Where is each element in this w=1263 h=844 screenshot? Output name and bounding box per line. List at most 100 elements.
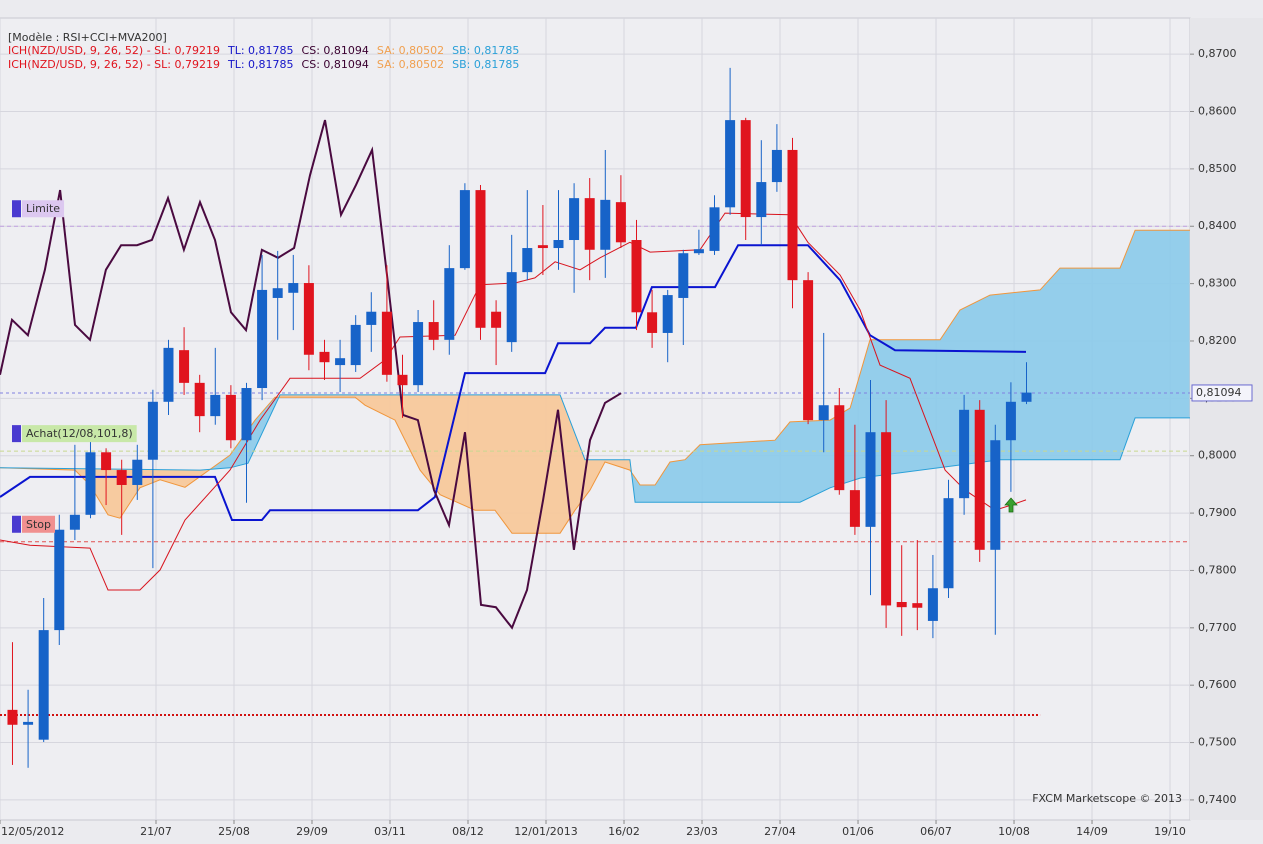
value-axis-panel — [1190, 18, 1263, 820]
y-tick-label: 0,7900 — [1198, 506, 1237, 519]
candle-body — [912, 603, 923, 608]
x-tick-label: 12/01/2013 — [514, 825, 577, 838]
candle-body — [101, 452, 112, 471]
candle-body — [225, 394, 236, 441]
legend-item: ICH(NZD/USD, 9, 26, 52) - — [8, 58, 154, 71]
candle-body — [896, 602, 907, 608]
candle-body — [849, 490, 860, 527]
candle-body — [881, 432, 892, 606]
legend-item: TL: 0,81785 — [227, 44, 294, 57]
y-tick-label: 0,7500 — [1198, 736, 1237, 749]
candle-body — [631, 240, 642, 313]
candle-body — [147, 401, 158, 460]
candle-body — [491, 311, 502, 328]
legend-item: CS: 0,81094 — [302, 44, 369, 57]
candle-body — [319, 351, 330, 363]
x-tick-label: 14/09 — [1076, 825, 1108, 838]
candle-body — [288, 283, 299, 293]
candle-body — [38, 630, 49, 740]
candle-body — [927, 588, 938, 621]
indicator-line — [0, 119, 622, 630]
level-handle — [12, 425, 21, 443]
candle-body — [69, 514, 80, 530]
y-tick-label: 0,7600 — [1198, 678, 1237, 691]
y-tick-label: 0,8200 — [1198, 334, 1237, 347]
x-tick-label: 01/06 — [842, 825, 874, 838]
candle-body — [522, 248, 533, 273]
y-tick-label: 0,8500 — [1198, 162, 1237, 175]
chart-title: [Modèle : RSI+CCI+MVA200] — [8, 31, 167, 44]
candle-body — [397, 374, 408, 386]
price-box — [1191, 384, 1253, 402]
legend-item: SL: 0,79219 — [154, 58, 220, 71]
candle-body — [85, 452, 96, 515]
candle-body — [678, 253, 689, 298]
candle-body — [569, 198, 580, 241]
candle-body — [459, 190, 470, 269]
candle-body — [413, 322, 424, 386]
candle-body — [740, 120, 751, 218]
level-handle — [12, 515, 21, 533]
level-handle — [12, 200, 21, 218]
x-tick-label: 29/09 — [296, 825, 328, 838]
y-tick-label: 0,7700 — [1198, 621, 1237, 634]
x-tick-label: 27/04 — [764, 825, 796, 838]
legend-item: SB: 0,81785 — [452, 58, 519, 71]
plot — [0, 67, 1190, 768]
candle-body — [974, 409, 985, 550]
x-tick-label: 08/12 — [452, 825, 484, 838]
x-tick-label: 16/02 — [608, 825, 640, 838]
candle-body — [803, 280, 814, 421]
candle-body — [709, 207, 720, 251]
level-box — [22, 425, 137, 443]
x-tick-label: 25/08 — [218, 825, 250, 838]
legend-item: SA: 0,80502 — [377, 44, 444, 57]
y-tick-label: 0,7800 — [1198, 563, 1237, 576]
level-label: Stop — [26, 518, 51, 531]
candle-body — [584, 198, 595, 250]
level-label: Limite — [26, 202, 60, 215]
indicator-legend: ICH(NZD/USD, 9, 26, 52) - SL: 0,79219 TL:… — [8, 58, 519, 71]
candle-body — [818, 405, 829, 421]
candle-body — [943, 498, 954, 589]
level-box — [22, 200, 65, 218]
y-tick-label: 0,8700 — [1198, 47, 1237, 60]
legend-item: CS: 0,81094 — [302, 58, 369, 71]
legend-item: TL: 0,81785 — [227, 58, 294, 71]
candle-body — [54, 529, 65, 631]
candle-body — [132, 459, 143, 485]
candle-body — [1005, 401, 1016, 441]
candle-body — [475, 190, 486, 328]
legend-item: SL: 0,79219 — [154, 44, 220, 57]
candle-body — [194, 382, 205, 417]
axes: 0,7400 0,7500 0,7600 0,7700 0,7800 0,7900 0,80… — [0, 47, 1237, 838]
candle-body — [990, 440, 1001, 550]
cloud-fill — [209, 397, 279, 470]
legend-item: ICH(NZD/USD, 9, 26, 52) - — [8, 44, 154, 57]
candle-body — [116, 470, 127, 485]
level-box — [22, 515, 56, 533]
candle-body — [537, 245, 548, 249]
candle-body — [179, 350, 190, 383]
candle-body — [7, 709, 18, 725]
candle-body — [771, 149, 782, 183]
cloud-fill — [631, 230, 1190, 503]
legend-item: SB: 0,81785 — [452, 44, 519, 57]
indicator-line — [0, 244, 1027, 521]
candle-body — [210, 394, 221, 417]
x-tick-label: 23/03 — [686, 825, 718, 838]
candle-body — [865, 432, 876, 527]
y-tick-label: 0,8600 — [1198, 105, 1237, 118]
level-label: Achat(12/08,101,8) — [26, 427, 133, 440]
indicator-line — [0, 212, 1027, 591]
candle-body — [366, 311, 377, 325]
candle-body — [756, 182, 767, 218]
candle-body — [257, 289, 268, 389]
candle-body — [959, 409, 970, 499]
price-label: 0,81094 — [1196, 386, 1242, 399]
candle-body — [350, 324, 361, 366]
candle-body — [693, 249, 704, 254]
candle-body — [272, 288, 283, 298]
x-tick-label: 12/05/2012 — [1, 825, 64, 838]
